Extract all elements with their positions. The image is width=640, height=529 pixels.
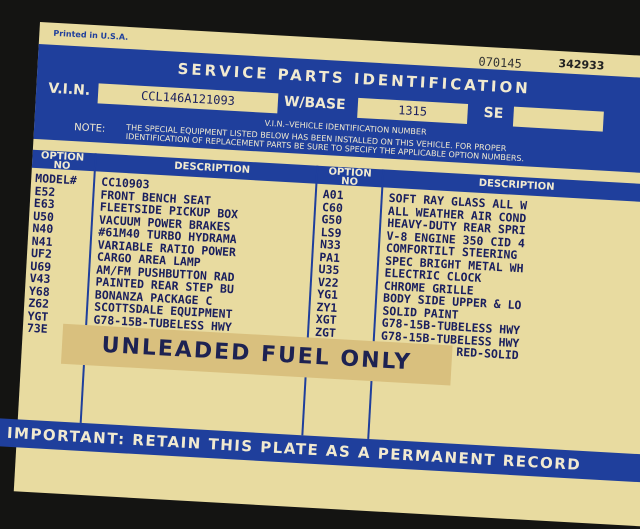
- option-code: Z62: [27, 295, 50, 311]
- note-label: NOTE:: [73, 122, 106, 135]
- page: Printed in U.S.A. 070145 342933 SERVICE …: [0, 22, 640, 527]
- column-header: OPTION NO: [328, 166, 372, 188]
- option-code: G50: [321, 212, 343, 228]
- column-header: OPTION NO: [40, 150, 85, 172]
- code: 342933: [558, 57, 605, 73]
- se-label: SE: [483, 104, 504, 122]
- code: 070145: [478, 54, 523, 71]
- printed-note: Printed in U.S.A.: [53, 28, 129, 42]
- option-code: UF2: [30, 245, 53, 262]
- option-code: 73E: [26, 320, 49, 336]
- option-code: XGT: [315, 311, 337, 328]
- footer: IMPORTANT: RETAIN THIS PLATE AS A PERMAN…: [0, 417, 640, 485]
- base-label: W/BASE: [283, 93, 346, 114]
- label-plate: Printed in U.S.A. 070145 342933 SERVICE …: [0, 22, 640, 527]
- vin-label: V.I.N.: [47, 80, 91, 99]
- option-code: E63: [33, 195, 56, 212]
